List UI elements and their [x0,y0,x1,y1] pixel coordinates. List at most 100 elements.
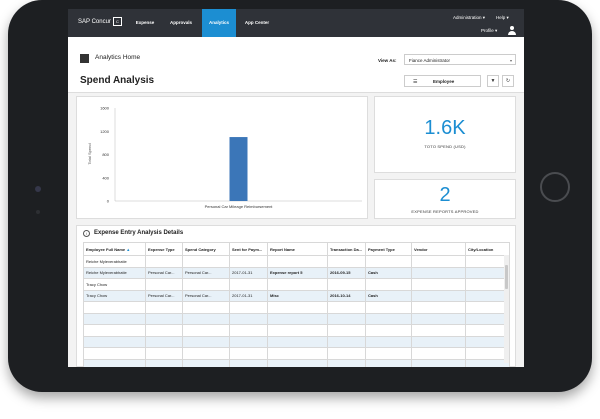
table-cell: Tracy Chow [83,289,146,302]
nav-approvals[interactable]: Approvals [169,20,192,25]
app-grid-icon[interactable] [80,54,89,63]
table-cell [145,335,183,348]
table-row[interactable] [83,324,510,337]
table-cell: Personal Car... [145,289,183,302]
table-cell [465,301,510,314]
refresh-button[interactable]: ↻ [502,75,514,87]
table-cell [229,347,268,360]
table-cell [229,301,268,314]
home-button[interactable] [540,172,570,202]
table-row[interactable]: Tracy Chow [83,278,510,291]
column-header[interactable]: City/Location [465,242,510,256]
y-tick-label: 1600 [100,106,110,111]
column-header[interactable]: Expense Type [145,242,183,256]
kpi-reports-approved[interactable]: 2 EXPENSE REPORTS APPROVED [374,179,516,219]
filter-stack-icon: ☰ [413,79,418,85]
view-as-select[interactable]: Fiance Administrator ▾ [404,54,516,65]
kpi-total-spend[interactable]: 1.6K TOTO SPEND (USD) [374,96,516,173]
scrollbar-thumb[interactable] [505,265,508,289]
table-cell [267,278,328,291]
table-row[interactable] [83,347,510,360]
table-cell [411,301,466,314]
employee-button[interactable]: ☰ Employee [404,75,481,87]
table-cell [267,335,328,348]
table-cell [145,324,183,337]
table-cell [229,312,268,325]
y-tick-label: 800 [102,152,109,157]
table-cell [182,278,230,291]
table-cell [327,312,366,325]
table-cell: Reiche Myleverabhatie [83,266,146,279]
table-cell [411,358,466,367]
kpi-value: 2 [439,184,451,206]
administration-menu[interactable]: Administration ▾ [453,15,486,20]
table-cell [267,301,328,314]
table-cell: Cash [365,289,412,302]
x-tick-label: Personal Car Mileage Reimbursement [205,204,274,209]
table-cell [327,347,366,360]
table-cell: 2016-10-14 [327,289,366,302]
table-cell [411,347,466,360]
table-scrollbar[interactable] [504,255,509,363]
table-cell [229,335,268,348]
y-axis-label: Total Spend [87,143,92,164]
table-cell: Tracy Chow [83,278,146,291]
table-row[interactable] [83,312,510,325]
spend-chart: 0 400 800 1200 1600 Personal Car Mileage Rei… [76,96,368,219]
table-row[interactable]: Reiche Myleverabhatie Personal Car... Pers… [83,266,510,279]
table-cell [365,358,412,367]
profile-menu[interactable]: Profile ▾ [481,28,498,33]
page-header: Analytics Home Spend Analysis View As: F… [68,37,524,93]
help-menu[interactable]: Help ▾ [496,15,509,20]
logo[interactable]: SAP Concur C [78,17,122,26]
table-cell: Personal Car... [182,289,230,302]
table-cell [229,358,268,367]
table-cell [365,301,412,314]
bars [229,137,248,201]
kpi-value: 1.6K [424,117,466,139]
table-cell [145,255,183,268]
table-cell [365,324,412,337]
bar[interactable] [229,137,248,201]
table-row[interactable] [83,358,510,367]
table-cell [365,312,412,325]
nav-app-center[interactable]: App Center [244,20,270,25]
y-tick-label: 400 [102,175,109,180]
nav-expense[interactable]: Expense [135,20,155,25]
table-cell [327,335,366,348]
refresh-icon: ↻ [505,78,511,84]
bar-chart-svg: 0 400 800 1200 1600 Personal Car Mileage Rei… [87,106,362,209]
table-cell [411,289,466,302]
nav-analytics[interactable]: Analytics [202,9,236,37]
filter-button[interactable]: ▼ [487,75,499,87]
table-row[interactable]: Reiche Myleverabhatie [83,255,510,268]
table-cell [182,324,230,337]
page-title: Spend Analysis [80,75,155,86]
column-header[interactable]: Report Name [267,242,328,256]
table-cell [83,358,146,367]
table-row[interactable] [83,301,510,314]
table-cell: 2016-09-15 [327,266,366,279]
table-cell [83,347,146,360]
table-cell [411,324,466,337]
table-cell [267,358,328,367]
filter-icon: ▼ [490,78,496,84]
column-header-label: Expense Type [148,246,175,252]
table-cell [327,255,366,268]
column-header[interactable]: Spend Category [182,242,230,256]
column-header-label: Transaction Da... [330,246,363,252]
column-header[interactable]: Vendor [411,242,466,256]
table-row[interactable]: Tracy Chow Personal Car... Personal Car...… [83,289,510,302]
tablet-frame: SAP Concur C Expense Approvals Analytics … [8,0,592,392]
column-header[interactable]: Transaction Da... [327,242,366,256]
user-icon[interactable] [508,26,516,35]
column-header[interactable]: Employee Full Name ▲ [83,242,146,256]
sort-ascending-icon[interactable]: ▲ [125,246,131,252]
table-cell: Expense report 5 [267,266,328,279]
table-cell [83,301,146,314]
table-row[interactable] [83,335,510,348]
column-header[interactable]: Payment Type [365,242,412,256]
y-tick-label: 0 [107,199,110,204]
info-icon[interactable]: i [83,230,90,237]
column-header[interactable]: Sent for Paym... [229,242,268,256]
